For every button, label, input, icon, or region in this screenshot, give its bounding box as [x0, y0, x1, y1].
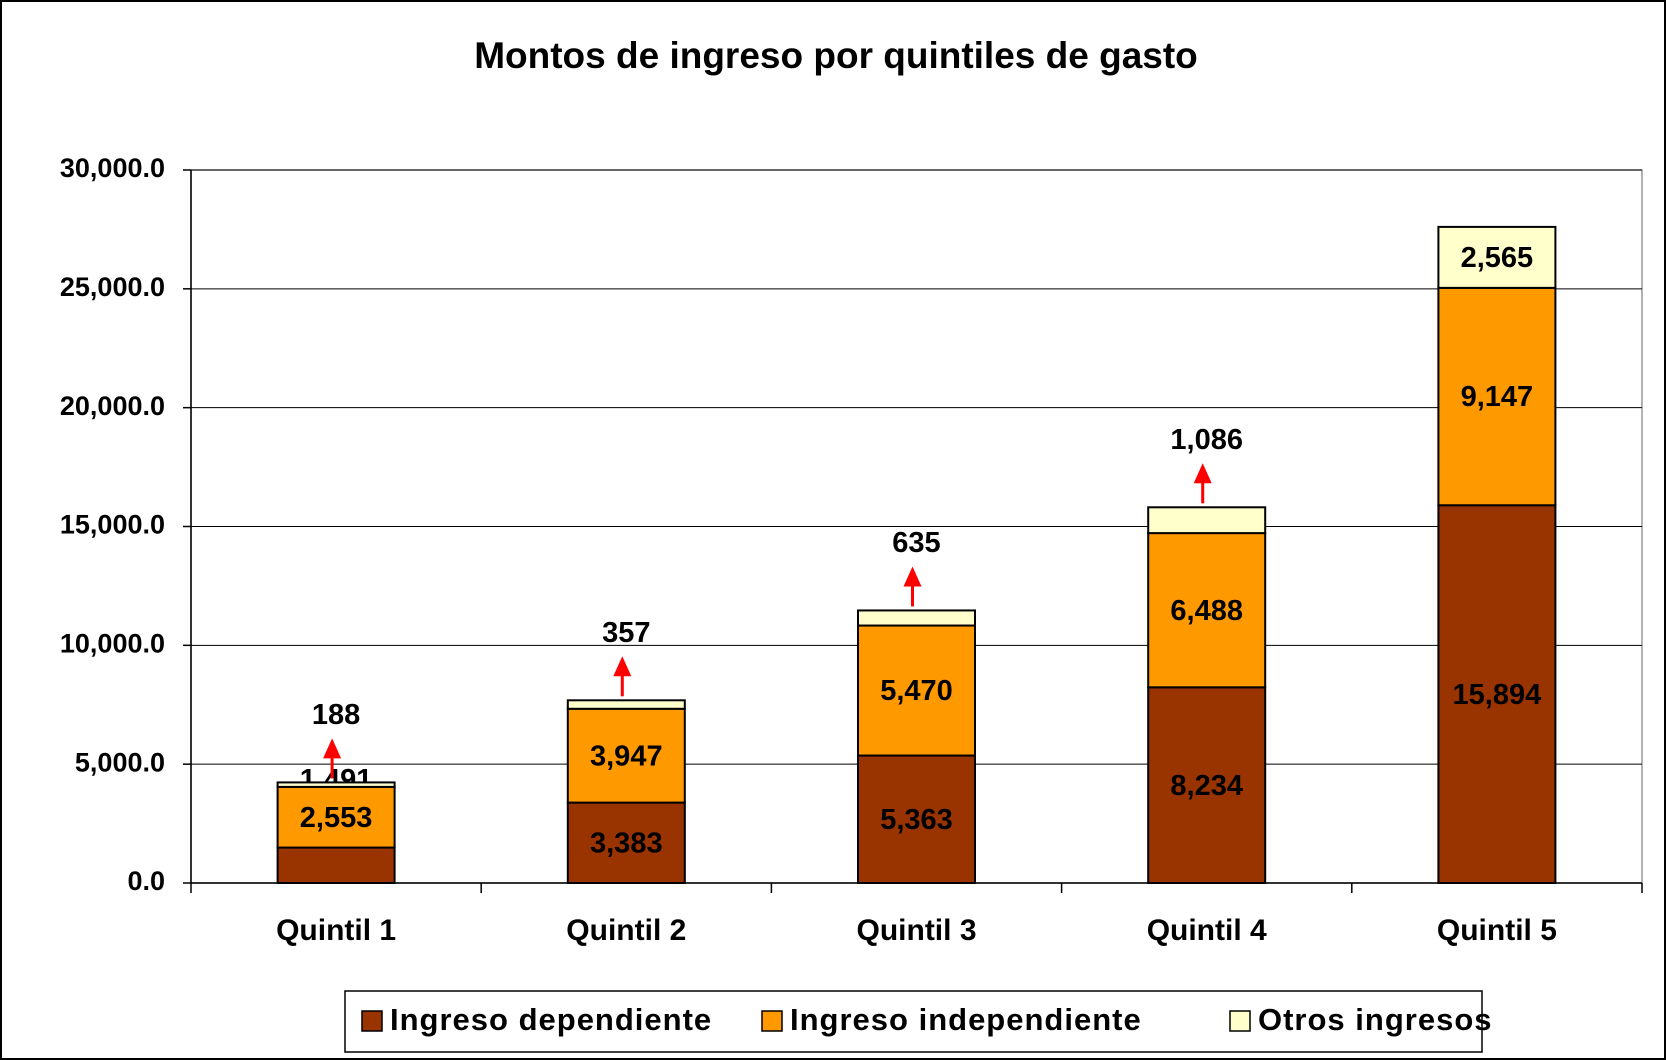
value-label: 1,086 [1170, 424, 1243, 456]
legend-label: Ingreso independiente [790, 1002, 1142, 1037]
value-label: 5,363 [880, 804, 953, 836]
legend-swatch [761, 1010, 783, 1032]
legend-label: Otros ingresos [1258, 1002, 1493, 1037]
bar-segment [566, 699, 686, 710]
value-label: 2,565 [1461, 242, 1534, 274]
legend-swatch [361, 1010, 383, 1032]
y-tick-label: 20,000.0 [60, 391, 165, 421]
bar-segment [1437, 504, 1557, 884]
label-arrow-head [1193, 463, 1212, 484]
value-label: 635 [892, 527, 940, 559]
legend-box [344, 990, 1483, 1053]
y-tick-label: 0.0 [127, 866, 165, 896]
chart-title: Montos de ingreso por quintiles de gasto [474, 35, 1198, 76]
value-label: 5,470 [880, 675, 953, 707]
y-tick-label: 30,000.0 [60, 153, 165, 183]
value-label: 9,147 [1461, 381, 1534, 413]
value-label: 3,947 [590, 740, 663, 772]
value-label: 6,488 [1170, 595, 1243, 627]
y-tick-label: 25,000.0 [60, 272, 165, 302]
x-tick-label: Quintil 1 [276, 914, 396, 947]
x-tick-label: Quintil 3 [857, 914, 977, 947]
y-tick-label: 5,000.0 [75, 747, 165, 777]
value-label: 357 [602, 617, 650, 649]
bar-segment [857, 754, 976, 884]
bar-segment [857, 609, 976, 627]
bar-segment [1147, 532, 1267, 689]
bar-segment [276, 781, 396, 788]
bar-segment [276, 785, 396, 849]
label-arrow-head [613, 656, 632, 677]
bar-segment [566, 801, 686, 884]
value-label: 8,234 [1170, 770, 1243, 802]
value-label: 15,894 [1453, 679, 1542, 711]
bar-segment [276, 846, 396, 885]
bar-segment [566, 707, 686, 804]
legend-swatch [1229, 1010, 1251, 1032]
bar-segment [1437, 225, 1557, 289]
y-tick-label: 10,000.0 [60, 628, 165, 658]
value-label: 2,553 [300, 802, 373, 834]
bar-segment [857, 624, 976, 757]
y-tick-label: 15,000.0 [60, 510, 165, 540]
x-tick-label: Quintil 2 [566, 914, 686, 947]
value-label: 188 [312, 699, 360, 731]
x-tick-label: Quintil 4 [1147, 914, 1267, 947]
bar-segment [1437, 286, 1557, 507]
bar-segment [1147, 506, 1267, 535]
legend-label: Ingreso dependiente [390, 1002, 712, 1037]
bar-segment [1147, 686, 1267, 884]
value-label: 3,383 [590, 827, 663, 859]
x-tick-label: Quintil 5 [1437, 914, 1557, 947]
label-arrow-head [323, 738, 342, 759]
label-arrow-head [903, 566, 922, 587]
